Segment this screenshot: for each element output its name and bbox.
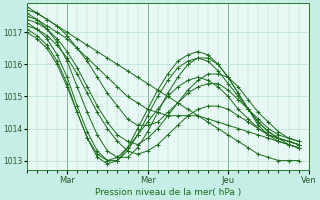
X-axis label: Pression niveau de la mer( hPa ): Pression niveau de la mer( hPa )	[95, 188, 241, 197]
